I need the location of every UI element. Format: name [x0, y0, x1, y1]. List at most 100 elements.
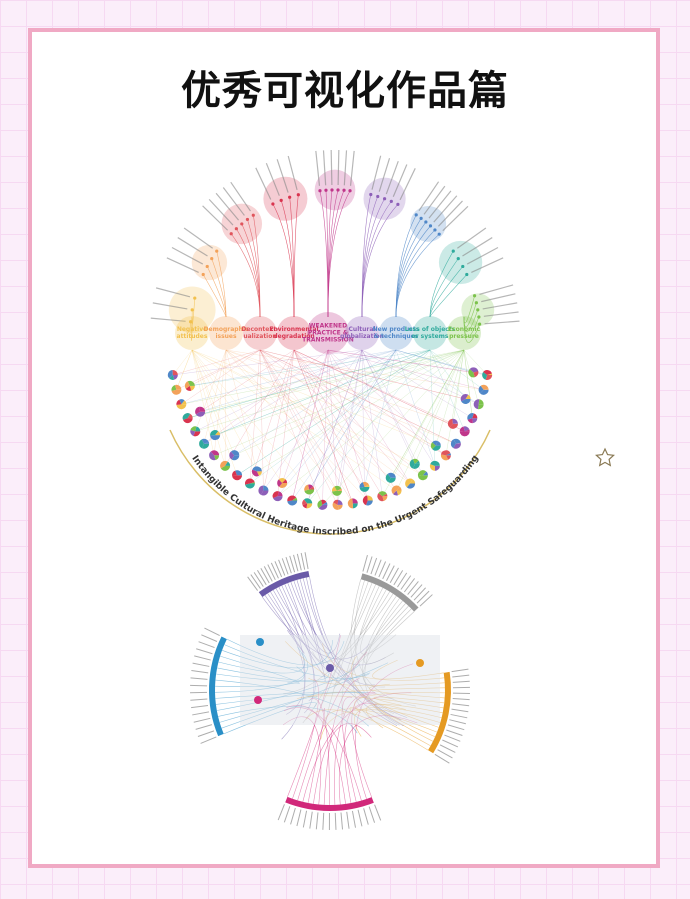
pie-slice: [179, 399, 185, 405]
category-label: PRACTICE &: [308, 330, 348, 337]
chord: [187, 349, 431, 419]
category-label: Environmental: [269, 326, 318, 333]
pie-slice: [334, 485, 342, 491]
category-label: TRANSMISSION: [302, 337, 354, 344]
chord: [390, 349, 465, 478]
fan-dot: [474, 301, 478, 305]
fan-dot: [477, 315, 481, 319]
name-stub: [346, 811, 350, 829]
pie-slice: [199, 439, 205, 449]
pie-slice: [187, 413, 193, 419]
pie-slice: [460, 394, 469, 402]
label-stub: [152, 302, 188, 310]
category-node: [447, 316, 481, 350]
pie-slice: [480, 384, 489, 390]
name-stub: [451, 708, 469, 713]
chord: [195, 349, 363, 432]
fan-line: [253, 215, 261, 318]
fan-dot: [318, 189, 322, 193]
label-stub: [343, 150, 348, 186]
name-stub: [285, 556, 292, 574]
pie-slice: [304, 484, 310, 491]
name-stub: [403, 578, 416, 593]
chord: [382, 349, 465, 497]
pie-slice: [450, 439, 456, 448]
label-stub: [150, 317, 186, 322]
hub: [254, 696, 262, 704]
pie-slice: [176, 399, 182, 406]
pie-slice: [359, 482, 365, 488]
pie-slice: [252, 466, 262, 472]
name-stub: [386, 565, 395, 581]
fan-line: [272, 203, 295, 318]
label-stub: [385, 160, 399, 195]
label-stub: [171, 247, 204, 265]
pie-slice: [352, 503, 358, 509]
fan-dot: [369, 192, 373, 197]
fan-line: [429, 258, 459, 318]
chord: [249, 349, 431, 484]
pie-slice: [220, 460, 228, 469]
pie-slice: [337, 504, 343, 510]
pie-slice: [231, 455, 240, 461]
chord: [259, 349, 264, 491]
hub: [416, 659, 424, 667]
chord: [361, 349, 479, 405]
pie-slice: [467, 418, 473, 424]
name-stub: [357, 809, 363, 827]
chord: [191, 349, 424, 476]
pie-slice: [467, 413, 474, 420]
pie-slice: [308, 484, 314, 490]
label-stub: [428, 190, 452, 219]
pie-slice: [430, 460, 440, 466]
chord: [322, 349, 329, 505]
chord: [327, 349, 474, 373]
pie-slice: [483, 388, 489, 390]
chord: [191, 349, 226, 466]
chord: [395, 349, 474, 373]
pie-slice: [382, 496, 388, 502]
chord: [195, 349, 227, 432]
chord: [225, 349, 453, 424]
chord: [225, 349, 368, 501]
category-node: [413, 316, 447, 350]
name-stub: [447, 724, 465, 731]
chord: [225, 349, 391, 478]
name-stub: [200, 736, 217, 744]
chord: [361, 349, 436, 466]
chord: [327, 349, 368, 501]
chord: [256, 349, 465, 472]
category-node: [307, 312, 349, 354]
label-stub: [437, 200, 463, 227]
pie-slice: [391, 485, 400, 495]
pie-slice: [232, 475, 243, 481]
pie-slice: [413, 463, 420, 469]
label-stub: [222, 187, 245, 216]
name-stub: [442, 739, 459, 748]
name-stub: [190, 684, 208, 687]
label-stub: [337, 150, 340, 186]
pie-slice: [480, 389, 489, 395]
fan-dot: [215, 249, 219, 253]
pie-slice: [201, 438, 209, 444]
chord: [189, 349, 431, 387]
fan-line: [395, 229, 436, 318]
pie-slice: [204, 441, 210, 444]
infographic-2: [190, 552, 470, 831]
category-label: & techniques: [374, 333, 419, 340]
fan-dot: [251, 213, 255, 217]
pie-slice: [273, 496, 283, 502]
label-stub: [208, 198, 234, 226]
fan-dot: [271, 202, 275, 206]
name-stub: [250, 574, 261, 589]
label-stub: [183, 227, 214, 249]
pie-slice: [287, 500, 298, 506]
pie-slice: [230, 450, 240, 456]
pie-slice: [406, 483, 416, 489]
name-stub: [293, 554, 299, 572]
pie-slice: [483, 369, 492, 375]
fan-dot: [477, 322, 482, 326]
name-stub: [190, 698, 208, 701]
chord: [292, 349, 329, 501]
